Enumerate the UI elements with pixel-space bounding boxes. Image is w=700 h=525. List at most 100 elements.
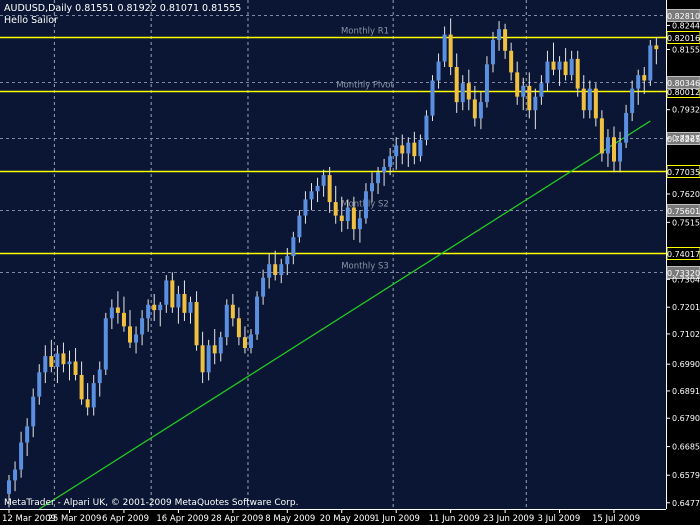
candle <box>521 77 526 111</box>
candle-body <box>466 83 471 100</box>
level-price-label: 0.80346 <box>666 76 700 89</box>
candle-body <box>43 356 48 373</box>
trendline-layer <box>38 120 651 510</box>
candle <box>557 56 562 86</box>
candle-body <box>19 442 24 470</box>
candle <box>61 342 66 373</box>
candle-body <box>91 383 96 408</box>
candle-body <box>654 45 659 50</box>
candle <box>472 85 477 127</box>
candle-body <box>612 137 616 162</box>
candle <box>79 361 84 405</box>
candle <box>200 331 205 384</box>
candle <box>291 231 296 265</box>
candle <box>297 210 302 243</box>
candle-body <box>630 88 635 113</box>
x-tick-label: 15 Jul 2009 <box>592 514 640 524</box>
candle <box>109 299 114 330</box>
candle-body <box>412 142 417 157</box>
candle <box>242 326 247 354</box>
level-price-text: 0.78265 <box>667 135 700 144</box>
level-price-text: 0.82810 <box>667 12 700 21</box>
copyright-footer: MetaTrader - Alpari UK, © 2001-2009 Meta… <box>4 498 298 508</box>
candle <box>49 339 54 373</box>
candle <box>212 329 217 365</box>
candle <box>285 248 290 276</box>
candle-body <box>545 61 550 84</box>
y-tick-label: 0.64770 <box>672 499 700 508</box>
candle-body <box>563 61 568 76</box>
candle <box>587 80 592 119</box>
candle <box>370 172 374 203</box>
candle-body <box>436 61 441 81</box>
candle <box>515 61 520 105</box>
candle-body <box>85 399 90 408</box>
candle-body <box>599 118 604 154</box>
candle-body <box>200 345 205 373</box>
candle <box>400 134 405 165</box>
candle-body <box>261 277 266 297</box>
candle <box>339 196 344 232</box>
candle <box>448 18 453 76</box>
candle <box>388 148 393 176</box>
candle-body <box>37 372 42 397</box>
candle <box>345 199 350 230</box>
candle <box>230 293 235 327</box>
candle-body <box>593 88 598 119</box>
candle <box>224 299 229 346</box>
candle-body <box>472 99 477 119</box>
candle-body <box>503 29 508 51</box>
candle-body <box>55 353 60 367</box>
candle <box>382 158 387 186</box>
candle-body <box>491 39 495 65</box>
candle <box>115 291 120 324</box>
candle <box>91 374 96 416</box>
candle-body <box>109 307 114 319</box>
candle-body <box>303 199 308 216</box>
level-price-label: 0.77035 <box>666 165 700 178</box>
candle-body <box>339 215 344 221</box>
candle-body <box>636 75 641 89</box>
candle <box>533 88 538 130</box>
candle <box>206 339 211 381</box>
candle <box>333 185 338 224</box>
candle-body <box>394 145 399 157</box>
candle-body <box>121 312 126 327</box>
x-tick-label: 11 Jun 2009 <box>429 514 480 524</box>
candle <box>618 131 623 173</box>
candle <box>194 291 199 351</box>
candle <box>73 347 78 381</box>
candle <box>176 285 181 324</box>
candle <box>31 388 36 438</box>
candle <box>491 31 495 73</box>
candle <box>599 110 604 162</box>
level-price-text: 0.73320 <box>667 269 700 278</box>
candle <box>442 26 447 68</box>
candle-body <box>255 296 260 335</box>
candle-body <box>267 264 272 278</box>
candle <box>412 131 417 165</box>
candle-body <box>376 172 381 184</box>
level-price-text: 0.77035 <box>667 168 700 177</box>
x-tick-label: 1 Jun 2009 <box>374 514 420 524</box>
candle <box>170 272 175 313</box>
x-tick-label: 20 May 2009 <box>320 514 375 524</box>
candle <box>146 299 151 332</box>
candle <box>188 296 193 324</box>
candle <box>466 69 471 111</box>
candle <box>357 210 362 243</box>
candle-body <box>73 361 78 375</box>
candle <box>551 42 556 76</box>
candle-body <box>527 85 532 111</box>
candle <box>484 56 489 108</box>
candle <box>636 69 641 105</box>
